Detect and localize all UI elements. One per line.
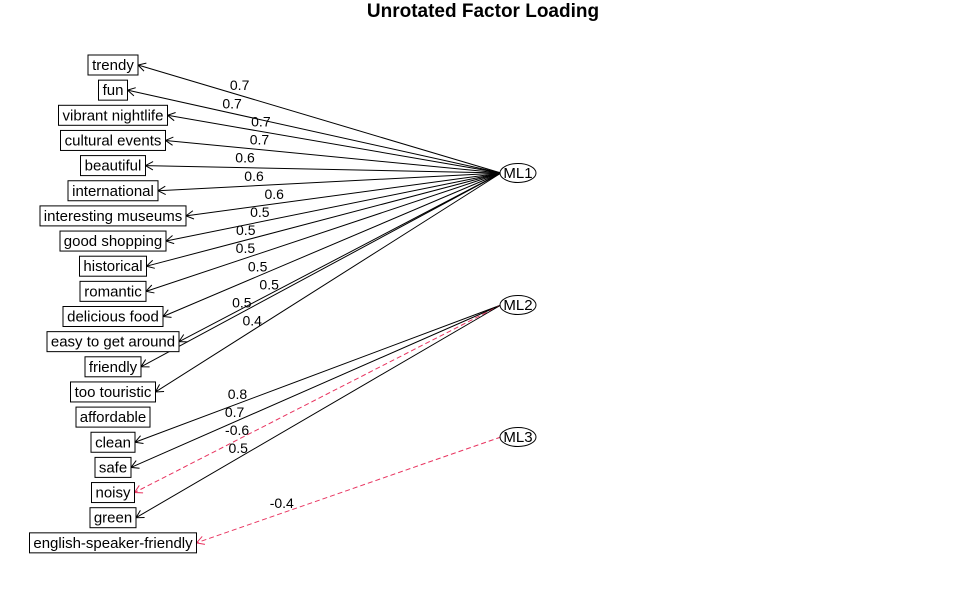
factor-node-ml3 [499,427,537,447]
loading-value-ml2-noisy: -0.6 [225,422,249,438]
variable-box-romantic [79,280,147,302]
variable-label-trendy: trendy [92,57,134,74]
edge-ml2-green [135,304,502,519]
loading-value-ml1-vibrant-nightlife: 0.7 [251,113,271,129]
variable-label-safe: safe [99,459,127,476]
edge-ml1-fun [126,87,502,174]
variable-box-english-speaker-friendly [29,532,197,554]
loading-value-ml1-trendy: 0.7 [230,77,250,93]
loading-edges [126,62,502,545]
loading-value-ml1-historical: 0.5 [236,222,256,238]
variable-label-green: green [94,510,132,527]
factor-label-ml1: ML1 [503,165,532,182]
variable-box-affordable [75,406,151,428]
variable-nodes: trendy fun vibrant nightlife cultural event… [29,54,197,554]
loading-value-ml1-international: 0.6 [244,168,264,184]
variable-label-delicious-food: delicious food [67,309,159,326]
variable-box-historical [79,255,147,277]
variable-label-friendly: friendly [89,359,138,376]
edge-ml1-trendy [137,62,502,174]
variable-label-easy-to-get-around: easy to get around [51,334,175,351]
variable-label-too-touristic: too touristic [75,384,152,401]
edge-ml2-safe [130,304,502,469]
variable-label-noisy: noisy [95,485,131,502]
edge-ml1-friendly [140,172,502,368]
loading-value-ml1-easy-to-get-around: 0.5 [259,276,279,292]
factor-nodes: ML1 ML2 ML3 [499,163,537,447]
variable-label-english-speaker-friendly: english-speaker-friendly [33,535,193,552]
edge-ml1-beautiful [144,161,502,174]
edge-ml1-historical [145,172,502,269]
loading-value-ml1-romantic: 0.5 [236,240,256,256]
factor-label-ml3: ML3 [503,429,532,446]
variable-label-clean: clean [95,434,131,451]
variable-box-vibrant-nightlife [58,104,168,126]
variable-label-historical: historical [83,258,142,275]
loading-values: 0.70.70.70.70.60.60.60.50.50.50.50.50.50… [222,77,294,511]
variable-box-clean [90,431,136,453]
variable-label-fun: fun [103,82,124,99]
variable-box-too-touristic [70,381,156,403]
variable-box-beautiful [80,155,146,177]
variable-label-interesting-museums: interesting museums [44,208,182,225]
loading-value-ml2-safe: 0.7 [225,404,245,420]
factor-node-ml1 [499,163,537,183]
loading-value-ml1-beautiful: 0.6 [235,150,255,166]
edge-ml1-interesting-museums [184,172,502,220]
edge-ml2-noisy [133,304,502,494]
edge-ml1-romantic [145,172,502,294]
edge-ml2-clean [134,304,502,445]
loading-value-ml2-green: 0.5 [228,440,248,456]
loading-value-ml1-delicious-food: 0.5 [248,258,268,274]
variable-box-fun [98,79,128,101]
diagram-title: Unrotated Factor Loading [367,1,599,22]
edge-ml1-vibrant-nightlife [166,112,502,174]
loading-value-ml2-clean: 0.8 [228,386,248,402]
variable-label-romantic: romantic [84,283,142,300]
variable-box-safe [94,456,132,478]
variable-label-vibrant-nightlife: vibrant nightlife [63,107,164,124]
variable-label-beautiful: beautiful [85,158,142,175]
edge-ml3-english-speaker-friendly [195,436,502,545]
variable-box-noisy [91,482,135,504]
edge-ml1-too-touristic [154,172,502,393]
edge-ml1-international [156,172,502,195]
variable-box-green [89,507,137,529]
variable-label-international: international [72,183,154,200]
variable-box-cultural-events [60,129,166,151]
variable-label-good-shopping: good shopping [64,233,162,250]
loading-value-ml1-interesting-museums: 0.6 [264,186,284,202]
loading-value-ml1-fun: 0.7 [222,95,242,111]
edge-ml1-delicious-food [162,172,502,318]
loading-value-ml1-cultural-events: 0.7 [250,132,270,148]
loading-value-ml1-friendly: 0.5 [232,295,252,311]
variable-box-delicious-food [62,306,164,327]
edge-ml1-easy-to-get-around [178,172,502,343]
edge-ml1-cultural-events [164,136,502,174]
variable-box-international [67,180,159,202]
factor-label-ml2: ML2 [503,297,532,314]
edge-ml1-good-shopping [164,172,502,245]
variable-box-friendly [84,356,142,378]
loading-value-ml1-good-shopping: 0.5 [250,204,270,220]
variable-box-trendy [87,54,139,76]
loading-value-ml1-too-touristic: 0.4 [243,313,263,329]
variable-box-interesting-museums [39,205,187,227]
loading-value-ml3-english-speaker-friendly: -0.4 [270,495,294,511]
variable-box-easy-to-get-around [46,331,180,353]
factor-node-ml2 [499,295,537,315]
variable-label-cultural-events: cultural events [65,132,162,149]
variable-label-affordable: affordable [80,409,146,426]
variable-box-good-shopping [59,230,167,252]
